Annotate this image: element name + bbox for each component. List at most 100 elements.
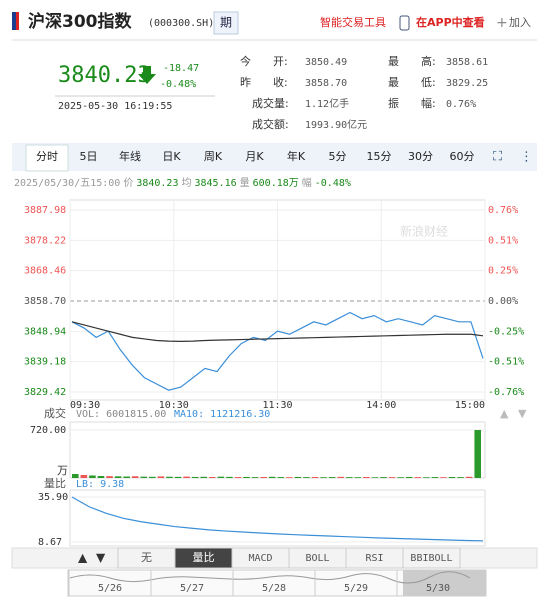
volume-bar	[226, 476, 233, 478]
volume-bar	[354, 477, 362, 478]
tab[interactable]: 30分	[408, 150, 433, 163]
code: (000300.SH)	[148, 18, 214, 29]
tab[interactable]: 年K	[287, 149, 306, 163]
y-tick-label: 720.00	[30, 425, 66, 436]
time-label: 15:00	[455, 400, 485, 411]
more-icon[interactable]: ⋮	[520, 150, 533, 165]
nav-date: 5/27	[180, 583, 204, 594]
stat-value: 1.12亿手	[305, 97, 349, 110]
pct-tick-label: 0.00%	[488, 296, 518, 307]
app-link[interactable]: 在APP中查看	[416, 15, 485, 29]
y-tick-label: 3887.98	[24, 205, 66, 216]
volume-bar	[320, 477, 327, 478]
volume-title: 成交	[44, 406, 66, 420]
stat-label: 振 幅:	[388, 96, 436, 110]
down-button[interactable]: ▼	[96, 551, 106, 565]
average-line	[71, 321, 484, 343]
info-time: 2025/05/30/五15:00	[14, 178, 120, 189]
fullscreen-icon[interactable]: ⛶	[492, 150, 503, 165]
tab[interactable]: 5日	[80, 150, 98, 163]
add-link[interactable]: 加入	[509, 16, 531, 29]
tab[interactable]: 分时	[36, 150, 58, 163]
tab[interactable]: 5分	[329, 150, 347, 163]
indicator-label[interactable]: MACD	[248, 553, 272, 564]
volume-ma: MA10: 1121216.30	[174, 409, 270, 420]
volume-bar	[260, 477, 267, 478]
volume-bar	[243, 476, 250, 478]
tab[interactable]: 15分	[367, 150, 392, 163]
nav-date: 5/30	[426, 583, 450, 594]
indicator-label[interactable]: 量比	[193, 551, 215, 564]
volume-bar	[200, 476, 207, 478]
y-tick-label: 3848.94	[24, 326, 66, 337]
change: -18.47	[163, 63, 199, 74]
info-avg: 3845.16	[194, 178, 236, 189]
logo-bar	[16, 12, 19, 30]
down-arrow: ▼	[518, 407, 527, 420]
pct-tick-label: -0.76%	[488, 387, 524, 398]
time-label: 14:00	[366, 400, 396, 411]
ratio-line	[71, 496, 484, 542]
volume-bar	[440, 477, 447, 478]
time-label: 10:30	[159, 400, 189, 411]
pct-tick-label: -0.25%	[488, 326, 524, 337]
phone-icon	[399, 15, 410, 31]
stat-label: 最 低:	[388, 76, 436, 89]
volume-bar	[294, 476, 302, 478]
volume-bar	[217, 476, 225, 478]
volume-bar	[277, 477, 285, 478]
y-tick-label: 35.90	[38, 492, 68, 503]
y-tick-label: 3829.42	[24, 387, 66, 398]
volume-bar	[97, 476, 105, 478]
volume-bar	[465, 476, 473, 478]
stat-value: 3829.25	[446, 78, 488, 89]
tab[interactable]: 60分	[450, 150, 475, 163]
futures-button[interactable]	[213, 11, 239, 35]
volume-bar	[123, 476, 130, 478]
tab[interactable]: 月K	[245, 150, 264, 163]
trade-link[interactable]: 智能交易工具	[320, 15, 386, 29]
indicator-label[interactable]: RSI	[365, 553, 383, 564]
nav-date: 5/26	[98, 583, 122, 594]
info-avg-label: 均	[181, 177, 191, 189]
pct-tick-label: 0.76%	[488, 205, 518, 216]
price-line	[71, 311, 484, 391]
volume-bar	[474, 430, 481, 478]
tab[interactable]: 周K	[204, 150, 223, 163]
volume-bar	[140, 476, 148, 478]
volume-bar	[114, 476, 122, 478]
title: 沪深300指数	[28, 11, 132, 32]
stat-value: 3858.61	[446, 57, 488, 68]
futures-label[interactable]: 期	[220, 16, 232, 30]
y-tick-label: 8.67	[38, 537, 62, 548]
volume-bar	[328, 477, 336, 478]
volume-bar	[191, 476, 199, 478]
info-price-label: 价	[123, 177, 133, 189]
volume-bar	[131, 476, 139, 478]
nav-date: 5/28	[262, 583, 286, 594]
volume-bar	[397, 477, 404, 478]
indicator-label[interactable]: BOLL	[305, 553, 329, 564]
volume-bar	[457, 477, 464, 478]
navigator-window[interactable]	[403, 570, 486, 596]
up-button[interactable]: ▲	[78, 551, 88, 565]
stat-label: 最 高:	[388, 54, 436, 68]
indicator-label[interactable]: BBIBOLL	[410, 553, 452, 564]
volume-bar	[89, 475, 96, 478]
logo-bar	[12, 12, 16, 30]
quote-time: 2025-05-30 16:19:55	[58, 101, 172, 112]
tab-active	[25, 144, 69, 172]
ratio-lb: LB: 9.38	[76, 479, 124, 490]
indicator-label[interactable]: 无	[141, 551, 152, 564]
pct-tick-label: 0.51%	[488, 235, 518, 246]
stat-value: 1993.90亿元	[305, 118, 367, 131]
indicator-tab[interactable]	[402, 547, 461, 569]
volume-bar	[286, 477, 293, 478]
volume-bar	[234, 477, 242, 478]
tab[interactable]: 年线	[119, 149, 141, 163]
plus-icon: +	[496, 15, 508, 31]
tab[interactable]: 日K	[162, 150, 181, 163]
navigator-line	[69, 571, 471, 584]
volume-bar	[363, 477, 370, 478]
